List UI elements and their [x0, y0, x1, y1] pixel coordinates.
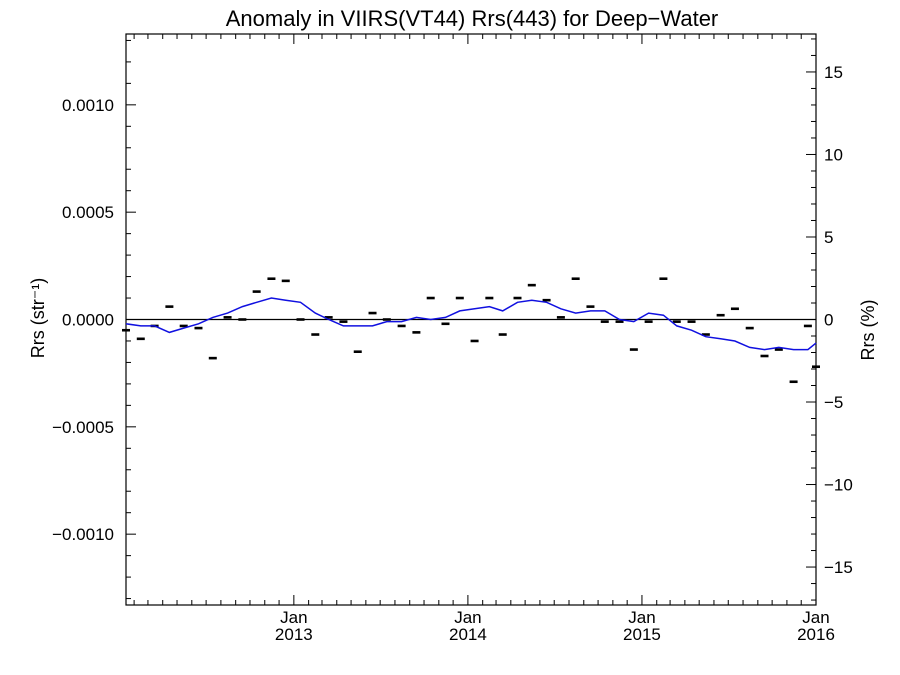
y-axis-label-right: Rrs (%) [858, 300, 878, 361]
x-tick-label-month: Jan [280, 608, 307, 627]
chart-title: Anomaly in VIIRS(VT44) Rrs(443) for Deep… [226, 6, 719, 31]
running-mean-line [125, 297, 817, 351]
y-axis-label-left: Rrs (str⁻¹) [28, 278, 48, 358]
x-tick-label-year: 2015 [623, 625, 661, 644]
y-right-tick-label: −10 [824, 476, 853, 495]
x-tick-label-year: 2016 [797, 625, 835, 644]
y-right-tick-label: 5 [824, 228, 833, 247]
y-right-tick-label: 0 [824, 311, 833, 330]
y-right-tick-label: 15 [824, 63, 843, 82]
y-tick-label: −0.0010 [52, 525, 114, 544]
y-tick-label: 0.0000 [62, 311, 114, 330]
y-tick-label: 0.0010 [62, 96, 114, 115]
y-tick-label: −0.0005 [52, 418, 114, 437]
y-right-tick-label: −15 [824, 558, 853, 577]
x-tick-label-year: 2013 [275, 625, 313, 644]
x-tick-label-year: 2014 [449, 625, 487, 644]
y-right-tick-label: 10 [824, 145, 843, 164]
x-tick-label-month: Jan [628, 608, 655, 627]
y-tick-label: 0.0005 [62, 203, 114, 222]
x-tick-label-month: Jan [454, 608, 481, 627]
y-right-tick-label: −5 [824, 393, 843, 412]
x-tick-label-month: Jan [802, 608, 829, 627]
